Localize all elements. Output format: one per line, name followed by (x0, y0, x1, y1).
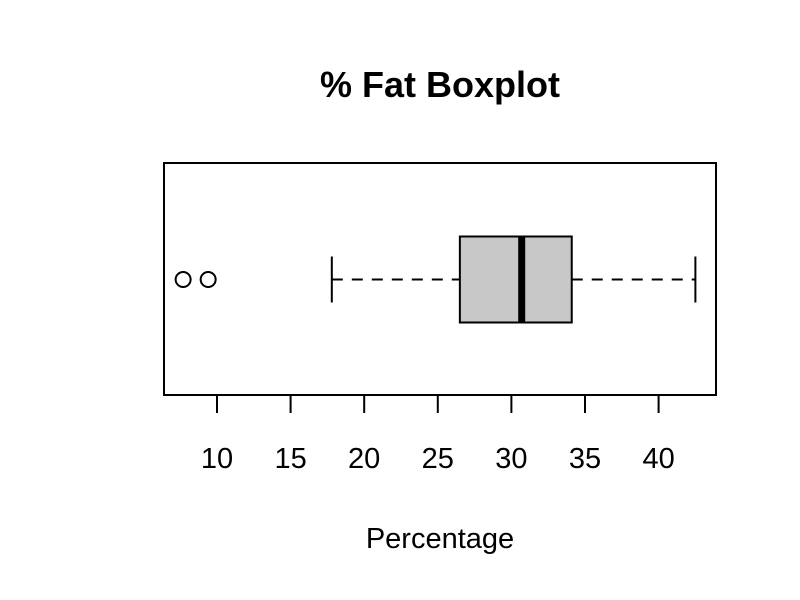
x-tick-label: 20 (348, 443, 380, 475)
x-axis: 10 15 20 25 30 35 40 (201, 395, 675, 475)
chart-title: % Fat Boxplot (320, 64, 560, 105)
x-tick-label: 25 (422, 443, 454, 475)
outlier-point (174, 271, 192, 288)
x-tick-label: 30 (495, 443, 527, 475)
x-tick-label: 35 (569, 443, 601, 475)
x-tick-label: 40 (642, 443, 674, 475)
plot-frame (163, 162, 717, 396)
iqr-box (458, 235, 573, 324)
x-axis-label: Percentage (366, 523, 514, 555)
x-tick-label: 10 (201, 443, 233, 475)
outlier-point (199, 271, 217, 288)
x-tick-label: 15 (274, 443, 306, 475)
boxplot-series (174, 235, 697, 324)
